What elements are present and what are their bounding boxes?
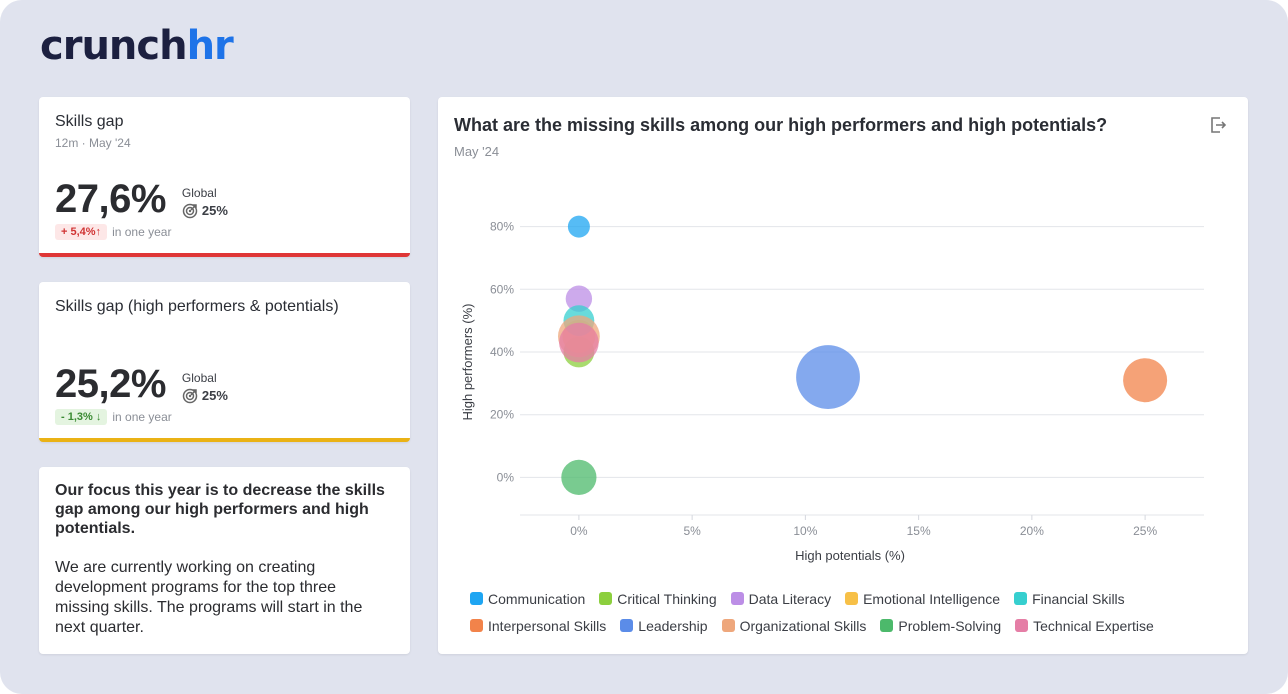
chart-title: What are the missing skills among our hi… <box>454 115 1108 135</box>
legend-item-technical-expertise[interactable]: Technical Expertise <box>1015 618 1154 634</box>
legend-item-critical-thinking[interactable]: Critical Thinking <box>599 590 717 607</box>
scatter-chart: 0% 20% 40% 60% 80% 0% 5% 10% 15% 20% 25% High poten… <box>460 215 1204 563</box>
bubble-communication[interactable] <box>567 215 590 238</box>
legend-item-interpersonal-skills[interactable]: Interpersonal Skills <box>470 618 606 634</box>
legend-item-data-literacy[interactable]: Data Literacy <box>730 590 832 607</box>
legend-swatch <box>470 619 483 632</box>
legend-swatch <box>1015 619 1029 632</box>
legend-label: Financial Skills <box>1032 590 1125 607</box>
export-button[interactable] <box>1208 115 1228 140</box>
target-icon <box>182 203 198 219</box>
x-tick-label: 25% <box>1133 524 1157 538</box>
y-tick-label: 40% <box>490 345 514 359</box>
x-axis-label: High potentials (%) <box>795 548 905 563</box>
bubble-data-literacy[interactable] <box>565 285 593 312</box>
global-label: Global <box>181 186 217 200</box>
target-icon <box>182 388 198 404</box>
legend-swatch <box>880 619 894 632</box>
trend-caption: in one year <box>112 225 172 239</box>
global-value: 25% <box>201 388 228 403</box>
x-tick-label: 5% <box>683 524 701 538</box>
bubble-technical-expertise[interactable] <box>559 322 599 363</box>
global-value: 25% <box>201 203 228 218</box>
legend-item-emotional-intelligence[interactable]: Emotional Intelligence <box>845 591 1000 607</box>
legend-label: Communication <box>488 590 586 607</box>
bubble-chart-card: What are the missing skills among our hi… <box>438 97 1248 654</box>
global-label: Global <box>181 371 217 385</box>
legend-label: Problem-Solving <box>898 617 1002 634</box>
trend-badge: + 5,4%↑ <box>55 224 108 240</box>
kpi-value: 27,6% <box>55 177 166 221</box>
bubble-interpersonal-skills[interactable] <box>1123 358 1168 403</box>
legend-label: Data Literacy <box>748 590 832 607</box>
legend-item-problem-solving[interactable]: Problem-Solving <box>880 618 1001 634</box>
trend-badge: - 1,3% ↓ <box>55 409 108 425</box>
kpi-card-skills-gap[interactable]: Skills gap 12m · May '24 27,6% Global 25… <box>39 97 410 257</box>
legend-label: Interpersonal Skills <box>488 617 607 634</box>
legend-label: Technical Expertise <box>1033 617 1154 634</box>
y-tick-label: 60% <box>490 282 514 296</box>
legend-swatch <box>620 619 634 632</box>
legend-swatch <box>470 592 483 605</box>
note-heading: Our focus this year is to decrease the s… <box>55 482 385 537</box>
x-tick-label: 10% <box>793 524 817 538</box>
chart-legend: Communication Critical Thinking Data Liter… <box>470 585 1230 639</box>
chart-subtitle: May '24 <box>454 144 500 159</box>
legend-swatch <box>730 592 744 605</box>
kpi-subtitle: 12m · May '24 <box>55 136 131 150</box>
bubble-leadership[interactable] <box>796 345 860 409</box>
kpi-value: 25,2% <box>55 362 166 406</box>
x-tick-label: 0% <box>570 524 588 538</box>
legend-item-financial-skills[interactable]: Financial Skills <box>1014 591 1125 607</box>
legend-swatch <box>1014 592 1028 605</box>
kpi-global-benchmark: Global 25% <box>182 186 228 219</box>
legend-item-organizational-skills[interactable]: Organizational Skills <box>721 617 867 634</box>
legend-label: Leadership <box>638 617 708 634</box>
x-tick-label: 15% <box>907 524 931 538</box>
legend-item-communication[interactable]: Communication <box>470 591 585 607</box>
focus-note-card: Our focus this year is to decrease the s… <box>39 467 410 654</box>
y-tick-label: 0% <box>497 470 515 484</box>
y-axis-label: High performers (%) <box>460 303 475 420</box>
y-tick-label: 20% <box>490 408 514 422</box>
legend-label: Organizational Skills <box>739 617 867 634</box>
legend-label: Critical Thinking <box>617 590 717 607</box>
crunchhr-logo: crunch hr <box>40 22 234 70</box>
x-tick-label: 20% <box>1020 524 1044 538</box>
legend-label: Emotional Intelligence <box>863 590 1001 607</box>
kpi-title: Skills gap (high performers & potentials… <box>55 298 339 315</box>
legend-swatch <box>845 592 859 605</box>
trend-caption: in one year <box>112 410 172 424</box>
logo-text-hr: hr <box>186 23 234 69</box>
legend-swatch <box>599 592 613 605</box>
kpi-card-skills-gap-high[interactable]: Skills gap (high performers & potentials… <box>39 282 410 442</box>
bubble-problem-solving[interactable] <box>561 459 597 495</box>
export-icon <box>1211 117 1227 133</box>
note-body: We are currently working on creating dev… <box>55 559 363 636</box>
y-tick-label: 80% <box>490 220 514 234</box>
kpi-global-benchmark: Global 25% <box>182 371 228 404</box>
legend-item-leadership[interactable]: Leadership <box>620 617 708 634</box>
legend-swatch <box>721 619 735 632</box>
logo-text-crunch: crunch <box>40 23 188 69</box>
kpi-title: Skills gap <box>55 113 124 130</box>
